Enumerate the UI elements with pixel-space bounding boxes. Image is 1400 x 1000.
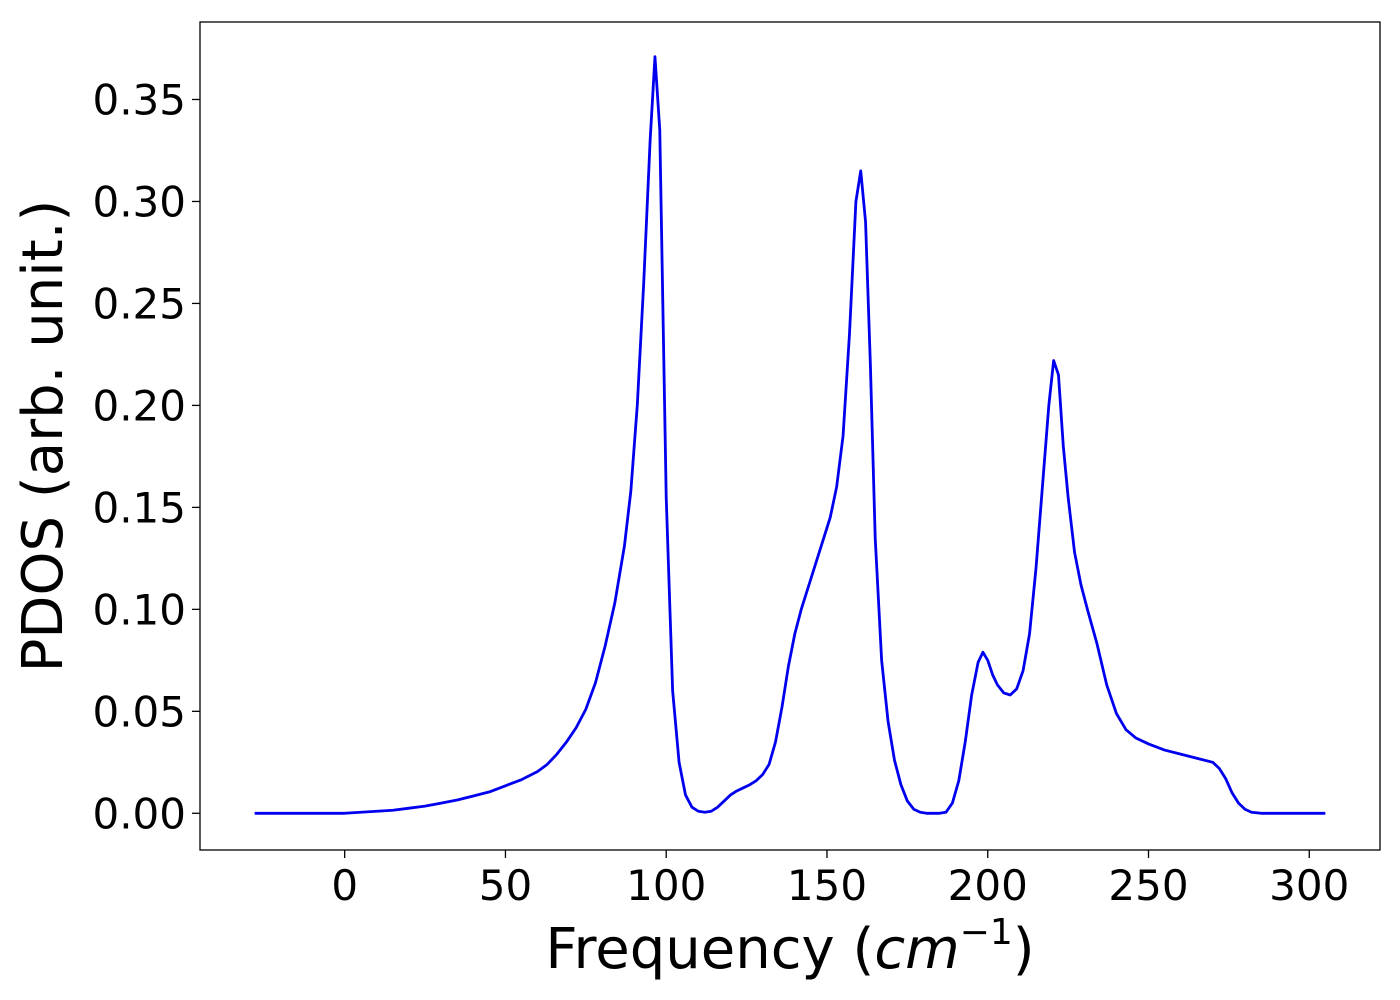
x-axis-label-exponent: −1: [960, 912, 1013, 953]
plot-frame: [199, 21, 1381, 851]
x-axis-label-unit: cm: [874, 917, 959, 982]
x-axis-ticks: 0 50 100 150 200 250 300: [331, 850, 1349, 910]
x-tick-label: 250: [1108, 861, 1188, 910]
pdos-series-line-0: [254, 55, 1326, 815]
y-tick-label: 0.20: [92, 381, 186, 430]
y-tick-label: 0.00: [92, 789, 186, 838]
x-tick-label: 0: [331, 861, 358, 910]
y-tick-label: 0.25: [92, 279, 186, 328]
x-tick-label: 150: [787, 861, 867, 910]
y-tick-label: 0.05: [92, 687, 186, 736]
y-axis-label: PDOS (arb. unit.): [11, 200, 76, 673]
x-tick-label: 300: [1269, 861, 1349, 910]
x-axis-label: Frequency (cm−1): [545, 912, 1034, 982]
y-tick-label: 0.15: [92, 483, 186, 532]
y-tick-label: 0.35: [92, 75, 186, 124]
x-tick-label: 50: [479, 861, 532, 910]
x-axis-label-close: ): [1013, 917, 1035, 982]
x-axis-label-main: Frequency (: [545, 917, 874, 982]
x-tick-label: 200: [948, 861, 1028, 910]
y-tick-label: 0.10: [92, 585, 186, 634]
y-axis-ticks: 0.00 0.05 0.10 0.15 0.20 0.25 0.30 0.35: [92, 75, 200, 838]
y-tick-label: 0.30: [92, 177, 186, 226]
x-tick-label: 100: [626, 861, 706, 910]
data-layer: [254, 55, 1326, 815]
